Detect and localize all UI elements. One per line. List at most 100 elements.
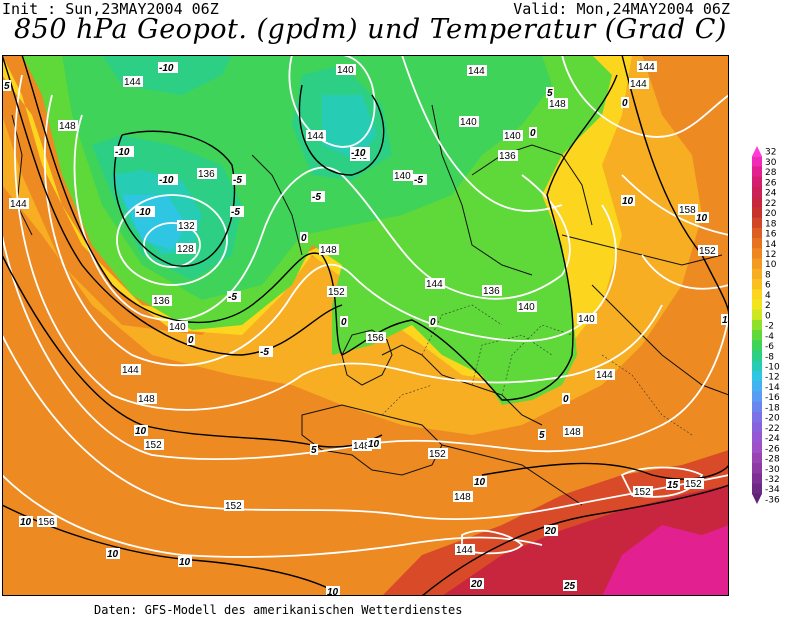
temperature-label-bg xyxy=(429,316,437,327)
valid-time-label: Valid: Mon,24MAY2004 06Z xyxy=(513,0,730,18)
geopotential-label-bg xyxy=(595,369,615,380)
temperature-label-bg xyxy=(546,87,554,98)
geopotential-label-bg xyxy=(577,313,597,324)
legend-label: -34 xyxy=(765,485,780,495)
temperature-label: 10 xyxy=(368,439,380,450)
legend-swatch xyxy=(752,299,762,311)
legend-swatch xyxy=(752,340,762,352)
temperature-label: -5 xyxy=(312,192,321,203)
legend-swatch xyxy=(752,207,762,219)
geopotential-label-bg xyxy=(425,278,445,289)
geopotential-label-bg xyxy=(684,478,704,489)
temperature-label: -10 xyxy=(159,63,174,74)
temperature-label: 5 xyxy=(539,430,545,441)
legend-label: 24 xyxy=(765,189,777,199)
legend-labels: 32302826242220181614121086420-2-4-6-8-10… xyxy=(765,148,780,506)
temperature-label-bg xyxy=(413,174,427,185)
geopotential-label: 152 xyxy=(429,449,446,460)
temperature-label: 15 xyxy=(722,315,729,326)
temperature-label: -5 xyxy=(228,292,237,303)
temperature-label: 0 xyxy=(530,128,536,139)
temperature-label-bg xyxy=(326,586,340,596)
temperature-label: 10 xyxy=(696,213,708,224)
geopotential-label: 144 xyxy=(426,279,443,290)
temperature-label: -5 xyxy=(231,207,240,218)
geopotential-label: 144 xyxy=(456,545,473,556)
legend-swatch xyxy=(752,411,762,423)
legend-label: -26 xyxy=(765,444,780,454)
temperature-label: 10 xyxy=(327,587,339,596)
temperature-labels: -10 -10 -10 -10 -5 -5 -10 -5 -5 0 0 5 0 -5 0 0 0 -5 10 10 0 5… xyxy=(3,62,729,596)
temperature-label-bg xyxy=(114,146,134,157)
temperature-label-bg xyxy=(259,346,273,357)
temperature-label-bg xyxy=(311,191,325,202)
legend-swatch xyxy=(752,309,762,321)
color-legend: 32302826242220181614121086420-2-4-6-8-10… xyxy=(752,146,780,506)
geopotential-label-bg xyxy=(393,170,413,181)
temperature-label-bg xyxy=(666,479,680,490)
legend-label: -28 xyxy=(765,455,780,465)
geopotential-label: 156 xyxy=(367,333,384,344)
geopotential-label-bg xyxy=(637,61,657,72)
legend-label: -4 xyxy=(765,332,774,342)
geopotential-label-bg xyxy=(633,486,653,497)
geopotential-label: 140 xyxy=(518,302,535,313)
legend-tip-bottom xyxy=(752,493,762,504)
geopotential-label-bg xyxy=(319,244,339,255)
geopotential-label-bg xyxy=(503,130,523,141)
temperature-label-bg xyxy=(529,127,537,138)
legend-swatch xyxy=(752,483,762,495)
temperature-label-bg xyxy=(3,80,11,91)
geopotential-label-bg xyxy=(152,295,172,306)
geopotential-label-bg xyxy=(467,65,487,76)
geopotential-label: 148 xyxy=(138,394,155,405)
init-time-label: Init : Sun,23MAY2004 06Z xyxy=(2,0,219,18)
legend-swatch xyxy=(752,227,762,239)
legend-swatch xyxy=(752,432,762,444)
temperature-label-bg xyxy=(621,195,635,206)
temperature-label: -10 xyxy=(115,147,130,158)
geopotential-label: 152 xyxy=(699,246,716,257)
geopotential-label-bg xyxy=(197,168,217,179)
legend-label: 10 xyxy=(765,260,777,270)
legend-label: -16 xyxy=(765,393,780,403)
geopotential-label-bg xyxy=(144,439,164,450)
temperature-label: 0 xyxy=(188,335,194,346)
geopotential-label-bg xyxy=(137,393,157,404)
geopotential-label-bg xyxy=(168,321,188,332)
legend-swatch xyxy=(752,278,762,290)
legend-label: 14 xyxy=(765,240,777,250)
geopotential-label-bg xyxy=(455,544,475,555)
legend-label: -14 xyxy=(765,383,780,393)
temperature-label-bg xyxy=(227,291,241,302)
legend-swatch xyxy=(752,381,762,392)
geopotential-label-bg xyxy=(482,285,502,296)
legend-swatch xyxy=(752,371,762,382)
geopotential-label: 144 xyxy=(307,131,324,142)
geopotential-label-bg xyxy=(121,364,141,375)
temperature-label: 0 xyxy=(341,317,347,328)
legend-label: 12 xyxy=(765,250,776,260)
geopotential-label-bg xyxy=(37,516,57,527)
legend-label: -30 xyxy=(765,465,780,475)
legend-label: -10 xyxy=(765,362,780,372)
geopotential-label-bg xyxy=(176,243,196,254)
temperature-label: 10 xyxy=(179,557,191,568)
geopotential-label-bg xyxy=(629,78,649,89)
legend-swatch xyxy=(752,289,762,300)
geopotential-label: 148 xyxy=(454,492,471,503)
geopotential-label-bg xyxy=(58,120,78,131)
geopotential-label-bg xyxy=(428,448,448,459)
geopotential-label-bg xyxy=(517,301,537,312)
geopotential-label: 144 xyxy=(468,66,485,77)
geopotential-label-bg xyxy=(678,204,698,215)
temperature-label: 10 xyxy=(474,477,486,488)
geopotential-label: 136 xyxy=(483,286,500,297)
legend-label: -32 xyxy=(765,475,780,485)
legend-label: 18 xyxy=(765,219,777,229)
legend-swatch xyxy=(752,238,762,249)
temperature-label-bg xyxy=(367,438,381,449)
legend-label: 26 xyxy=(765,178,777,188)
legend-swatch xyxy=(752,166,762,178)
legend-label: 6 xyxy=(765,281,771,291)
